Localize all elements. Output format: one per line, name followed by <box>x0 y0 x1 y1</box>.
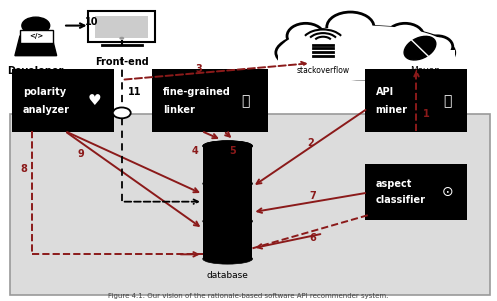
Text: miner: miner <box>376 105 408 115</box>
Text: Maven: Maven <box>410 66 440 75</box>
Text: database: database <box>207 271 248 280</box>
Ellipse shape <box>327 12 374 42</box>
Circle shape <box>119 37 124 40</box>
Text: 6: 6 <box>310 233 317 243</box>
Text: 🔗: 🔗 <box>242 94 250 108</box>
FancyBboxPatch shape <box>365 69 467 132</box>
FancyBboxPatch shape <box>12 69 114 132</box>
Ellipse shape <box>387 23 423 49</box>
Ellipse shape <box>203 216 252 226</box>
Text: linker: linker <box>163 105 195 115</box>
Text: ♥: ♥ <box>87 93 101 108</box>
Text: classifier: classifier <box>376 195 425 205</box>
Text: Front-end: Front-end <box>95 57 149 67</box>
FancyBboxPatch shape <box>20 30 53 43</box>
Text: fine-grained: fine-grained <box>163 87 231 97</box>
Text: stackoverflow: stackoverflow <box>297 66 349 75</box>
Circle shape <box>113 107 131 118</box>
Text: analyzer: analyzer <box>23 105 70 115</box>
Text: 1: 1 <box>422 109 429 119</box>
Text: 4: 4 <box>192 145 199 156</box>
FancyBboxPatch shape <box>10 114 490 295</box>
FancyBboxPatch shape <box>88 11 155 42</box>
Text: Figure 4.1. Our vision of the rationale-based software API recommender system.: Figure 4.1. Our vision of the rationale-… <box>108 293 389 299</box>
Text: ⊙: ⊙ <box>441 185 453 199</box>
Ellipse shape <box>276 26 455 79</box>
Ellipse shape <box>203 178 252 189</box>
FancyBboxPatch shape <box>365 164 467 220</box>
Ellipse shape <box>287 23 325 49</box>
Bar <box>203 146 252 259</box>
Bar <box>95 16 148 38</box>
Ellipse shape <box>281 26 450 74</box>
Ellipse shape <box>404 36 436 60</box>
Ellipse shape <box>203 141 252 151</box>
Text: 🔍: 🔍 <box>443 94 451 108</box>
Text: 2: 2 <box>307 138 314 148</box>
Text: </>: </> <box>29 33 43 39</box>
Text: 3: 3 <box>195 64 202 74</box>
Text: API: API <box>376 87 394 97</box>
Ellipse shape <box>203 253 252 264</box>
FancyBboxPatch shape <box>152 69 268 132</box>
Text: polarity: polarity <box>23 87 66 97</box>
Bar <box>278 50 455 80</box>
Polygon shape <box>15 36 57 56</box>
Text: 8: 8 <box>20 163 27 174</box>
Text: 5: 5 <box>230 145 237 156</box>
Text: 7: 7 <box>310 191 317 201</box>
Text: 10: 10 <box>85 17 99 27</box>
Circle shape <box>22 17 50 34</box>
Text: aspect: aspect <box>376 179 412 189</box>
Ellipse shape <box>203 141 252 151</box>
Text: 11: 11 <box>128 87 141 97</box>
Text: 9: 9 <box>77 148 84 159</box>
Ellipse shape <box>422 36 453 57</box>
Text: Developer: Developer <box>7 66 64 76</box>
